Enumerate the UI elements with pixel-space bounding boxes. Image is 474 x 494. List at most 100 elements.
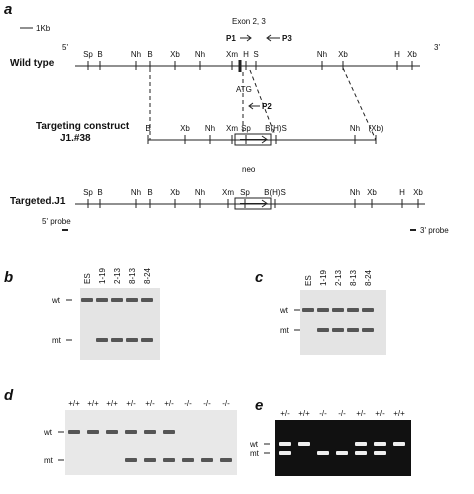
atg: ATG <box>236 85 252 94</box>
end-label: 5' <box>62 43 68 52</box>
site-label: Nh <box>195 50 205 59</box>
band <box>347 308 359 312</box>
band <box>182 458 194 462</box>
panel-label: c <box>255 269 264 286</box>
band <box>362 328 374 332</box>
band <box>374 442 386 446</box>
site-label: Xb <box>170 188 180 197</box>
scale-label: 1Kb <box>36 24 51 33</box>
lane-label: 2-13 <box>113 267 122 284</box>
band <box>302 308 314 312</box>
site-label: Nh <box>131 188 141 197</box>
band <box>279 442 291 446</box>
band <box>106 430 118 434</box>
site-label: B <box>97 50 102 59</box>
site-label: B(H)S <box>264 188 286 197</box>
row-label: wt <box>43 428 53 437</box>
row-label: wt <box>249 440 259 449</box>
site-label: B <box>145 124 150 133</box>
site-label: Nh <box>350 124 360 133</box>
site-label: Xm <box>226 124 238 133</box>
lane-label: +/+ <box>298 409 310 418</box>
band <box>317 451 329 455</box>
panel-label: b <box>4 269 13 286</box>
site-label: H <box>394 50 400 59</box>
band <box>347 328 359 332</box>
lane-label: +/+ <box>393 409 405 418</box>
site-label: Nh <box>195 188 205 197</box>
lane-label: 8-24 <box>143 267 152 284</box>
band <box>141 338 153 342</box>
band <box>220 458 232 462</box>
lane-label: 2-13 <box>334 269 343 286</box>
lane-label: +/+ <box>87 399 99 408</box>
band <box>125 430 137 434</box>
lane-label: -/- <box>222 399 230 408</box>
row-label: mt <box>250 449 260 458</box>
band <box>141 298 153 302</box>
lane-label: -/- <box>319 409 327 418</box>
lane-label: +/- <box>164 399 174 408</box>
gels <box>65 288 411 476</box>
band <box>111 338 123 342</box>
neo-label: neo <box>242 165 256 174</box>
lane-label: -/- <box>203 399 211 408</box>
band <box>317 308 329 312</box>
site-label: Xb <box>413 188 423 197</box>
lane-label: ES <box>83 273 92 284</box>
band <box>298 442 310 446</box>
probe-label: 3' probe <box>420 226 449 235</box>
band <box>87 430 99 434</box>
lane-label: -/- <box>338 409 346 418</box>
site-label: B <box>97 188 102 197</box>
lane-label: +/- <box>280 409 290 418</box>
lane-label: ES <box>304 275 313 286</box>
site-label: Nh <box>317 50 327 59</box>
end-label: 3' <box>434 43 440 52</box>
site-label: Sp <box>83 50 93 59</box>
band <box>355 442 367 446</box>
lane-label: 8-13 <box>349 269 358 286</box>
site-label: Nh <box>350 188 360 197</box>
band <box>332 328 344 332</box>
lane-label: +/+ <box>68 399 80 408</box>
site-label: H <box>399 188 405 197</box>
lane-label: 8-13 <box>128 267 137 284</box>
lane-label: 1-19 <box>319 269 328 286</box>
site-label: Sp <box>83 188 93 197</box>
band <box>126 338 138 342</box>
band <box>163 458 175 462</box>
map-label: Targeted.J1 <box>10 196 66 207</box>
lane-label: +/- <box>145 399 155 408</box>
panel-label: d <box>4 387 14 404</box>
probe-label: 5' probe <box>42 217 71 226</box>
site-label: Xb <box>180 124 190 133</box>
lane-label: +/- <box>126 399 136 408</box>
site-label: Nh <box>205 124 215 133</box>
lane-label: +/- <box>375 409 385 418</box>
band <box>68 430 80 434</box>
row-label: mt <box>44 456 54 465</box>
band <box>96 298 108 302</box>
site-label: Xm <box>226 50 238 59</box>
site-label: Xb <box>338 50 348 59</box>
primer: P3 <box>282 34 292 43</box>
band <box>336 451 348 455</box>
band <box>144 458 156 462</box>
row-label: wt <box>279 306 289 315</box>
band <box>332 308 344 312</box>
band <box>144 430 156 434</box>
map-label: Wild type <box>10 58 55 69</box>
map-label: J1.#38 <box>60 133 91 144</box>
band <box>201 458 213 462</box>
band <box>81 298 93 302</box>
band <box>96 338 108 342</box>
site-label: Xb <box>367 188 377 197</box>
lane-label: +/- <box>356 409 366 418</box>
site-label: B <box>147 188 152 197</box>
row-label: mt <box>52 336 62 345</box>
site-label: Sp <box>240 188 250 197</box>
primer: P1 <box>226 34 236 43</box>
band <box>362 308 374 312</box>
